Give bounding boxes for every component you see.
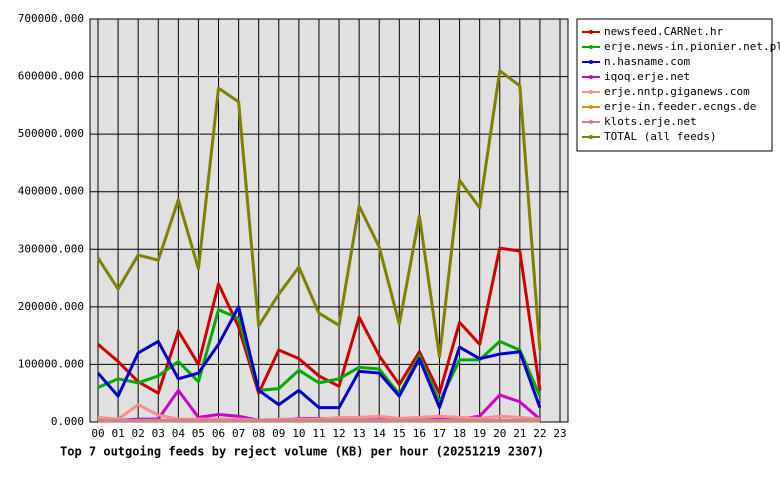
x-tick-label: 18 (453, 427, 466, 440)
legend-dot (589, 135, 593, 139)
x-tick-label: 16 (413, 427, 426, 440)
x-tick-label: 04 (172, 427, 186, 440)
legend-dot (589, 105, 593, 109)
legend-dot (589, 60, 593, 64)
x-tick-label: 13 (353, 427, 366, 440)
x-tick-label: 06 (212, 427, 225, 440)
x-tick-label: 09 (272, 427, 285, 440)
chart-title: Top 7 outgoing feeds by reject volume (K… (60, 445, 544, 459)
y-tick-label: 0.000 (51, 415, 84, 428)
legend-label: erje.nntp.giganews.com (604, 85, 750, 98)
x-tick-label: 10 (292, 427, 305, 440)
y-tick-label: 500000.000 (18, 127, 84, 140)
y-tick-label: 400000.000 (18, 185, 84, 198)
x-tick-label: 01 (111, 427, 124, 440)
legend-dot (589, 120, 593, 124)
x-tick-label: 08 (252, 427, 265, 440)
legend-label: erje-in.feeder.ecngs.de (604, 100, 756, 113)
x-tick-label: 15 (393, 427, 406, 440)
x-tick-label: 19 (473, 427, 486, 440)
y-tick-label: 200000.000 (18, 300, 84, 313)
y-tick-label: 300000.000 (18, 242, 84, 255)
legend-label: klots.erje.net (604, 115, 697, 128)
legend-box (576, 18, 773, 152)
x-tick-label: 17 (433, 427, 446, 440)
legend-label: TOTAL (all feeds) (604, 130, 717, 143)
x-tick-label: 00 (91, 427, 104, 440)
legend-label: iqoq.erje.net (604, 70, 690, 83)
series-line (96, 305, 542, 410)
y-tick-label: 700000.000 (18, 12, 84, 25)
legend-dot (589, 90, 593, 94)
x-tick-label: 02 (132, 427, 145, 440)
x-tick-label: 12 (332, 427, 345, 440)
legend-dot (589, 45, 593, 49)
legend-label: newsfeed.CARNet.hr (604, 25, 724, 38)
x-tick-label: 03 (152, 427, 165, 440)
legend-label: n.hasname.com (604, 55, 690, 68)
x-tick-label: 14 (373, 427, 387, 440)
x-tick-label: 22 (533, 427, 546, 440)
plot-area (90, 19, 568, 422)
x-tick-label: 11 (312, 427, 325, 440)
y-tick-label: 600000.000 (18, 70, 84, 83)
legend-dot (589, 30, 593, 34)
y-tick-label: 100000.000 (18, 357, 84, 370)
x-tick-label: 21 (513, 427, 526, 440)
x-tick-label: 20 (493, 427, 506, 440)
legend-label: erje.news-in.pionier.net.pl (604, 40, 780, 53)
x-tick-label: 05 (192, 427, 205, 440)
legend-dot (589, 75, 593, 79)
x-tick-label: 23 (553, 427, 566, 440)
x-tick-label: 07 (232, 427, 245, 440)
series-line (97, 246, 542, 395)
series-line (96, 69, 542, 359)
